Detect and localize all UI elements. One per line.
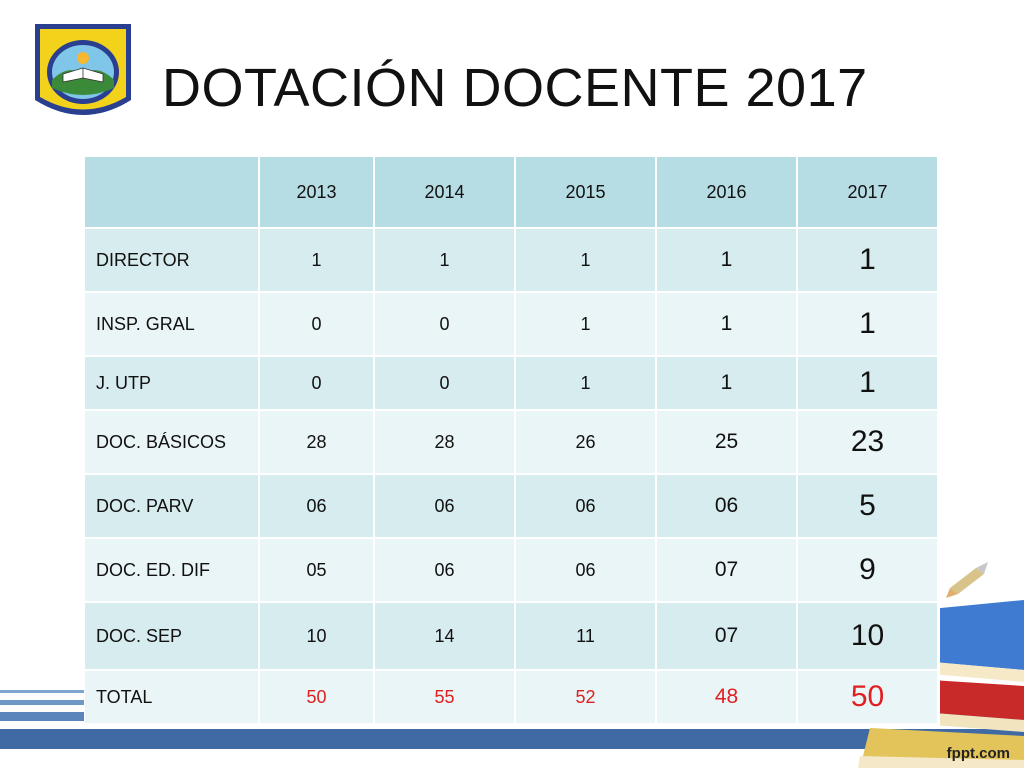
table-cell: 06 [516, 539, 657, 603]
table-cell: 9 [798, 539, 939, 603]
table-cell: 55 [375, 671, 516, 725]
table-row: INSP. GRAL 0 0 1 1 1 [85, 293, 939, 357]
table-cell: 26 [516, 411, 657, 475]
table-cell: 0 [375, 293, 516, 357]
table-cell: 1 [657, 293, 798, 357]
table-cell: 1 [516, 293, 657, 357]
header-cell-2017: 2017 [798, 157, 939, 229]
table-cell: 5 [798, 475, 939, 539]
table-cell: 07 [657, 603, 798, 671]
decor-stripe [0, 729, 1024, 749]
table-row: J. UTP 0 0 1 1 1 [85, 357, 939, 411]
row-label: DIRECTOR [85, 229, 260, 293]
table-cell: 1 [657, 229, 798, 293]
table-row: DOC. BÁSICOS 28 28 26 25 23 [85, 411, 939, 475]
table-cell: 06 [657, 475, 798, 539]
table-cell: 28 [260, 411, 375, 475]
school-crest-logo [35, 24, 131, 115]
header-cell-2013: 2013 [260, 157, 375, 229]
table-cell: 52 [516, 671, 657, 725]
table-cell: 1 [798, 293, 939, 357]
table-cell: 06 [375, 475, 516, 539]
table-header-row: 2013 2014 2015 2016 2017 [85, 157, 939, 229]
table-cell: 1 [375, 229, 516, 293]
table-cell: 07 [657, 539, 798, 603]
table-cell: 50 [798, 671, 939, 725]
table-cell: 1 [516, 357, 657, 411]
table-cell: 05 [260, 539, 375, 603]
table-cell: 10 [260, 603, 375, 671]
header-cell-2014: 2014 [375, 157, 516, 229]
slide-title: DOTACIÓN DOCENTE 2017 [162, 58, 868, 118]
table-row: DOC. ED. DIF 05 06 06 07 9 [85, 539, 939, 603]
row-label: DOC. BÁSICOS [85, 411, 260, 475]
table-cell: 0 [375, 357, 516, 411]
row-label: DOC. SEP [85, 603, 260, 671]
table-row: DOC. SEP 10 14 11 07 10 [85, 603, 939, 671]
table-cell: 28 [375, 411, 516, 475]
table-cell: 11 [516, 603, 657, 671]
table-cell: 1 [516, 229, 657, 293]
table-cell: 25 [657, 411, 798, 475]
table-cell: 50 [260, 671, 375, 725]
table-row: DIRECTOR 1 1 1 1 1 [85, 229, 939, 293]
table-cell: 1 [798, 229, 939, 293]
table-cell: 1 [798, 357, 939, 411]
table-cell: 0 [260, 357, 375, 411]
table-row: DOC. PARV 06 06 06 06 5 [85, 475, 939, 539]
row-label: INSP. GRAL [85, 293, 260, 357]
header-cell-empty [85, 157, 260, 229]
row-label: J. UTP [85, 357, 260, 411]
header-cell-2016: 2016 [657, 157, 798, 229]
row-label: DOC. PARV [85, 475, 260, 539]
table-cell: 23 [798, 411, 939, 475]
table-cell: 48 [657, 671, 798, 725]
watermark: fppt.com [946, 745, 1010, 762]
table-cell: 1 [657, 357, 798, 411]
staffing-table: 2013 2014 2015 2016 2017 DIRECTOR 1 1 1 … [85, 157, 939, 725]
table-cell: 06 [260, 475, 375, 539]
table-cell: 0 [260, 293, 375, 357]
header-cell-2015: 2015 [516, 157, 657, 229]
table-cell: 14 [375, 603, 516, 671]
table-cell: 06 [375, 539, 516, 603]
table-row-total: TOTAL 50 55 52 48 50 [85, 671, 939, 725]
table-cell: 10 [798, 603, 939, 671]
table-cell: 1 [260, 229, 375, 293]
row-label: DOC. ED. DIF [85, 539, 260, 603]
row-label: TOTAL [85, 671, 260, 725]
table-cell: 06 [516, 475, 657, 539]
